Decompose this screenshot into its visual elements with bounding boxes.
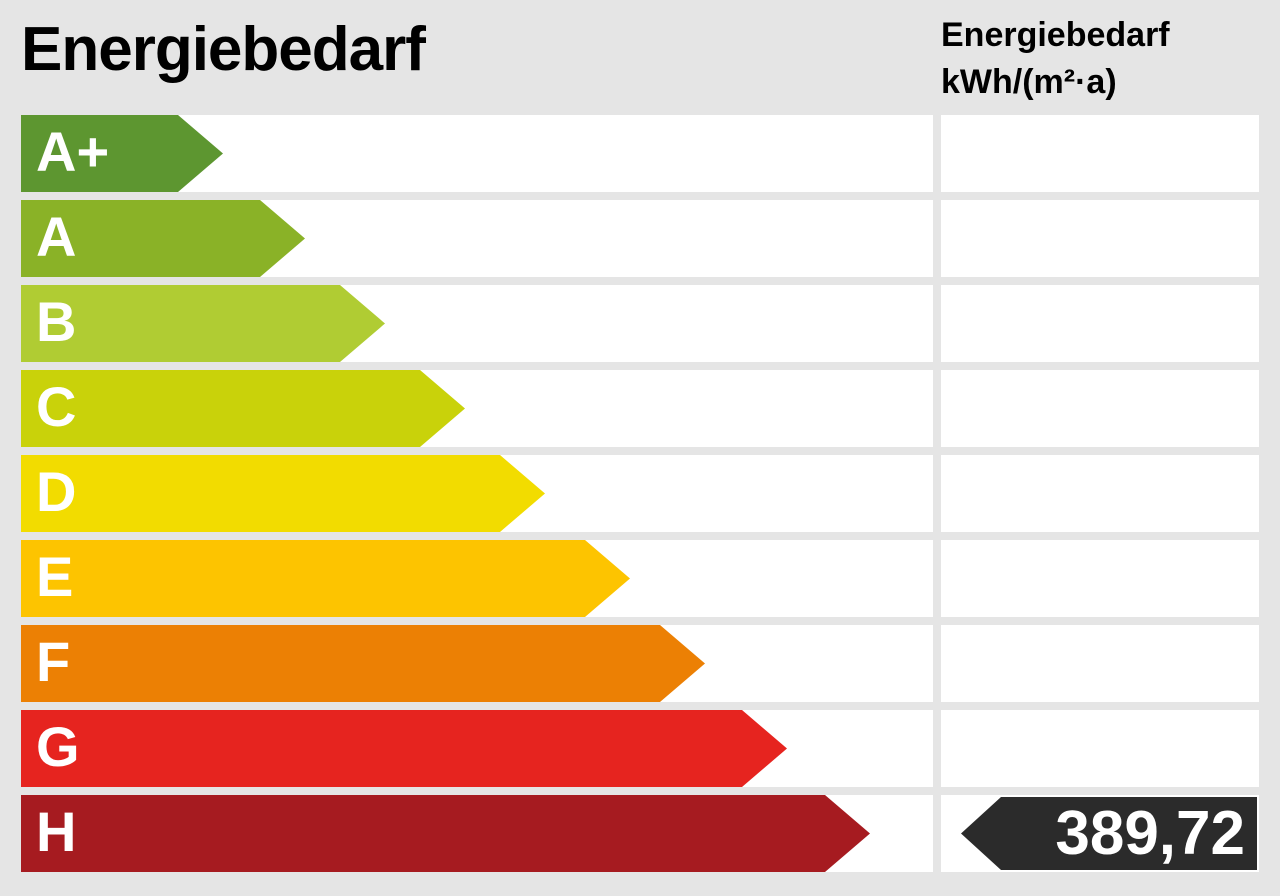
scale-row-b: B <box>21 285 1259 362</box>
scale-cell-a: A <box>21 200 933 277</box>
rating-label-b: B <box>36 289 77 353</box>
rating-scale: A+ A B C D E F G H 389,72 <box>21 115 1259 872</box>
scale-cell-a-plus: A+ <box>21 115 933 192</box>
rating-bar-h: H <box>21 795 870 872</box>
scale-row-h: H 389,72 <box>21 795 1259 872</box>
value-cell-e <box>941 540 1259 617</box>
scale-row-d: D <box>21 455 1259 532</box>
value-cell-h: 389,72 <box>941 795 1259 872</box>
scale-cell-f: F <box>21 625 933 702</box>
value-cell-b <box>941 285 1259 362</box>
unit-header-line1: Energiebedarf <box>941 16 1170 54</box>
rating-bar-g: G <box>21 710 787 787</box>
value-arrow: 389,72 <box>961 797 1257 870</box>
rating-bar-a-plus: A+ <box>21 115 223 192</box>
rating-label-e: E <box>36 544 74 608</box>
unit-header-line2: kWh/(m²·a) <box>941 63 1117 101</box>
scale-row-g: G <box>21 710 1259 787</box>
rating-label-a-plus: A+ <box>36 119 110 183</box>
value-cell-a <box>941 200 1259 277</box>
scale-cell-g: G <box>21 710 933 787</box>
rating-bar-a: A <box>21 200 305 277</box>
rating-label-a: A <box>36 204 77 268</box>
scale-cell-b: B <box>21 285 933 362</box>
value-text: 389,72 <box>1055 798 1245 868</box>
scale-row-a-plus: A+ <box>21 115 1259 192</box>
rating-bar-d: D <box>21 455 545 532</box>
scale-cell-d: D <box>21 455 933 532</box>
scale-row-e: E <box>21 540 1259 617</box>
rating-label-g: G <box>36 714 80 778</box>
rating-label-c: C <box>36 374 77 438</box>
value-cell-f <box>941 625 1259 702</box>
rating-bar-f: F <box>21 625 705 702</box>
rating-label-h: H <box>36 799 77 863</box>
value-cell-g <box>941 710 1259 787</box>
rating-bar-b: B <box>21 285 385 362</box>
unit-header: Energiebedarf kWh/(m²·a) <box>941 12 1170 106</box>
scale-row-f: F <box>21 625 1259 702</box>
scale-row-a: A <box>21 200 1259 277</box>
value-cell-d <box>941 455 1259 532</box>
rating-bar-c: C <box>21 370 465 447</box>
scale-row-c: C <box>21 370 1259 447</box>
value-cell-a-plus <box>941 115 1259 192</box>
rating-label-f: F <box>36 629 71 693</box>
scale-cell-c: C <box>21 370 933 447</box>
value-cell-c <box>941 370 1259 447</box>
rating-label-d: D <box>36 459 77 523</box>
scale-cell-h: H <box>21 795 933 872</box>
page-title: Energiebedarf <box>21 15 426 84</box>
scale-cell-e: E <box>21 540 933 617</box>
rating-bar-e: E <box>21 540 630 617</box>
